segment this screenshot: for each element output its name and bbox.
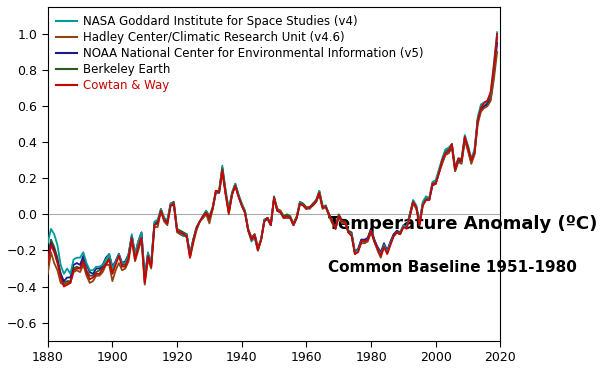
Text: Common Baseline 1951-1980: Common Baseline 1951-1980 bbox=[328, 260, 577, 275]
Legend: NASA Goddard Institute for Space Studies (v4), Hadley Center/Climatic Research U: NASA Goddard Institute for Space Studies… bbox=[53, 13, 426, 94]
Text: Temperature Anomaly (ºC): Temperature Anomaly (ºC) bbox=[328, 215, 598, 233]
